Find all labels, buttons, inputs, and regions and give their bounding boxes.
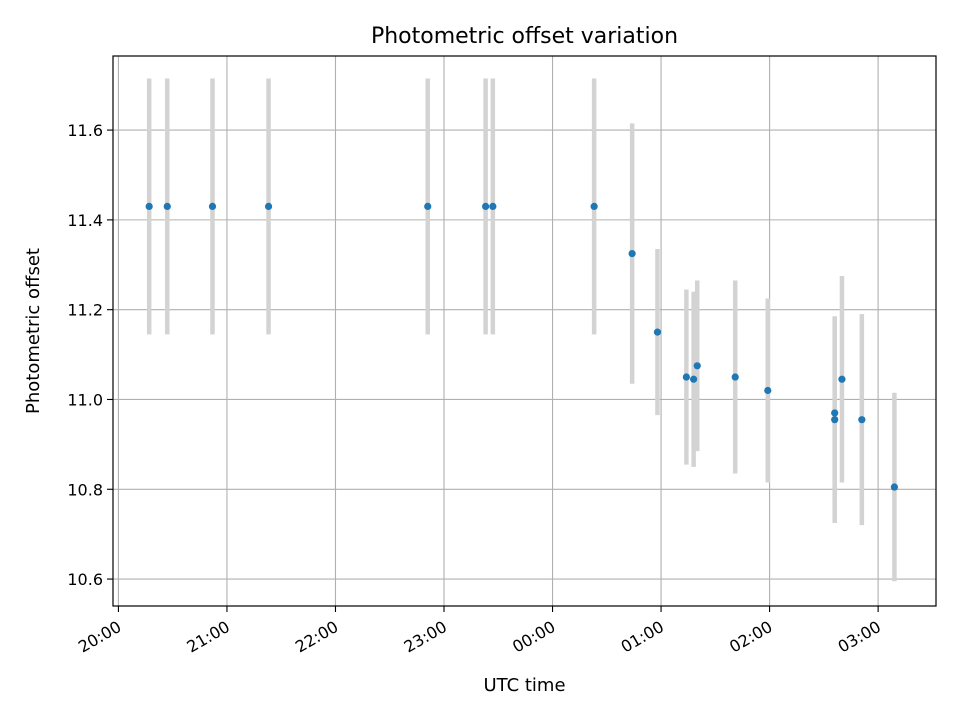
grid (113, 56, 936, 606)
data-point (838, 375, 846, 383)
y-tick-label: 11.2 (67, 301, 103, 320)
data-point (693, 362, 701, 370)
y-tick-label: 11.4 (67, 211, 103, 230)
data-point (653, 328, 662, 336)
y-tick-label: 11.0 (67, 390, 103, 409)
data-point (424, 202, 432, 211)
y-axis-ticks: 10.6 10.8 11.0 11.2 11.4 11.6 (67, 121, 113, 589)
data-point (682, 373, 690, 381)
data-point (690, 375, 698, 383)
plot-frame (112, 55, 937, 607)
y-axis-label: Photometric offset (23, 248, 44, 414)
data-point (764, 386, 772, 395)
data-point (208, 202, 217, 211)
data-point (489, 202, 497, 211)
data-point (731, 373, 739, 381)
y-tick-label: 10.6 (67, 570, 103, 589)
data-points (145, 202, 898, 491)
data-point (858, 416, 866, 424)
data-point (482, 202, 490, 211)
y-tick-label: 11.6 (67, 121, 103, 140)
data-point (145, 202, 153, 211)
data-point (831, 416, 839, 424)
data-point (163, 202, 171, 211)
x-axis-label: UTC time (483, 675, 565, 696)
chart-title: Photometric offset variation (371, 24, 678, 49)
data-point (590, 202, 598, 211)
data-point (831, 409, 839, 417)
y-tick-label: 10.8 (67, 480, 103, 499)
data-point (890, 483, 898, 491)
data-point (628, 249, 636, 258)
data-point (264, 202, 273, 211)
